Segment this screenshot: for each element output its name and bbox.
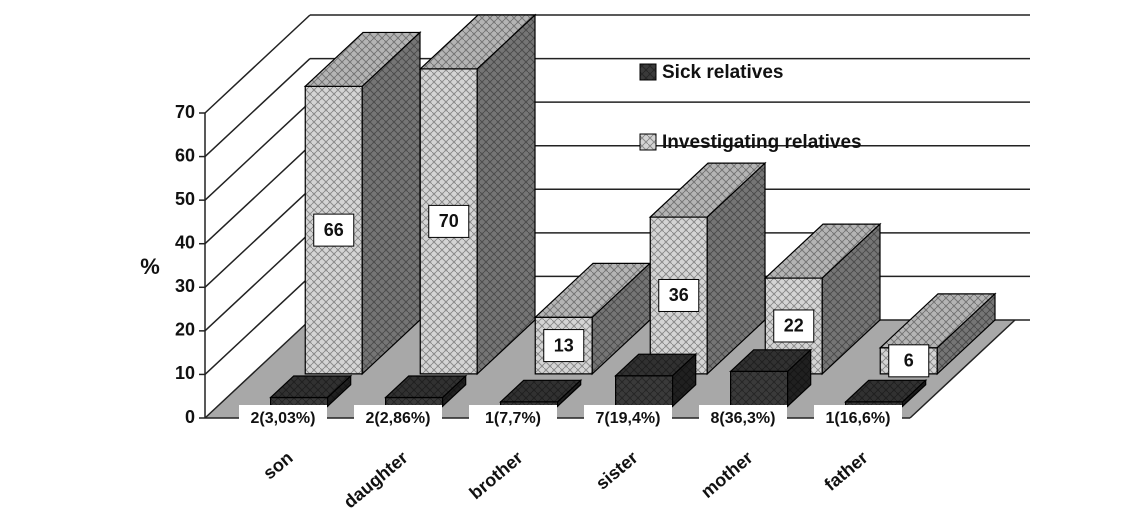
value-label: 2(3,03%) <box>251 410 316 427</box>
bar-top-texture <box>765 224 880 279</box>
grid-line <box>204 232 311 332</box>
bar-front-texture <box>270 397 328 407</box>
x-tick-label: mother <box>697 447 757 502</box>
value-label: 22 <box>784 316 804 336</box>
bar-front-texture <box>615 375 673 407</box>
bar-side-texture <box>672 354 696 407</box>
x-tick-label: brother <box>466 447 527 503</box>
x-tick-label: father <box>820 447 871 494</box>
y-tick-label: 70 <box>175 102 195 122</box>
x-tick-label: son <box>259 447 296 483</box>
value-label: 13 <box>554 335 574 355</box>
bar <box>418 13 537 376</box>
bar-side-texture <box>902 380 926 407</box>
y-axis-label: % <box>140 254 160 279</box>
value-label: 66 <box>324 220 344 240</box>
value-label: 70 <box>439 211 459 231</box>
x-tick-label: sister <box>592 447 642 493</box>
value-label: 1(7,7%) <box>485 410 541 427</box>
value-label-box <box>239 405 327 431</box>
bar-side-texture <box>592 263 650 374</box>
bar-top-texture <box>880 293 995 348</box>
bar-top-texture <box>420 15 535 69</box>
value-label-box <box>428 204 470 238</box>
value-label-box <box>814 405 902 431</box>
bar-top-texture <box>270 375 351 398</box>
value-label-box <box>773 309 815 343</box>
bar <box>303 31 422 376</box>
value-label-box <box>699 405 787 431</box>
bar-front-texture <box>385 397 443 407</box>
bar-top-texture <box>305 32 420 87</box>
grid-line <box>204 275 311 375</box>
bar-top-texture <box>615 354 696 376</box>
bar-top-texture <box>535 263 650 318</box>
bar <box>384 374 468 408</box>
grid-line <box>204 58 311 158</box>
value-label: 8(36,3%) <box>711 410 776 427</box>
bar <box>844 378 928 408</box>
value-label-box <box>469 405 557 431</box>
grid-line <box>204 145 311 245</box>
grid-line <box>204 101 311 201</box>
value-label: 36 <box>669 285 689 305</box>
legend-swatch-texture <box>640 64 656 80</box>
bar <box>269 374 353 408</box>
legend-swatch-texture <box>640 134 656 150</box>
bar-side-texture <box>707 163 765 374</box>
bar-side-texture <box>362 32 420 374</box>
bar-side-texture <box>557 380 581 407</box>
value-label: 7(19,4%) <box>596 410 661 427</box>
bar-side-texture <box>937 293 995 374</box>
bar-side-texture <box>442 375 466 407</box>
grid-line <box>204 14 311 114</box>
y-tick-label: 60 <box>175 145 195 165</box>
grid-line <box>204 188 311 288</box>
value-label-box <box>888 344 930 378</box>
legend-label: Investigating relatives <box>662 132 862 153</box>
value-label-box <box>543 329 585 363</box>
grid-line <box>204 319 311 419</box>
value-label-box <box>584 405 672 431</box>
bar-side-texture <box>787 349 811 407</box>
bar-top-texture <box>650 163 765 218</box>
bar-side-texture <box>327 375 351 407</box>
bar <box>614 352 698 408</box>
value-label: 6 <box>904 351 914 371</box>
y-tick-label: 40 <box>175 232 195 252</box>
bar-side-texture <box>477 15 535 374</box>
bar <box>729 348 813 408</box>
bar-front-texture <box>730 371 788 407</box>
y-tick-label: 50 <box>175 189 195 209</box>
bar-top-texture <box>845 380 926 402</box>
bar-side-texture <box>822 224 880 374</box>
value-label-box <box>658 278 700 312</box>
bar-top-texture <box>730 349 811 372</box>
y-tick-label: 20 <box>175 320 195 340</box>
value-label: 2(2,86%) <box>366 410 431 427</box>
floor-edge <box>909 319 1016 419</box>
legend-label: Sick relatives <box>662 62 783 83</box>
y-tick-label: 0 <box>185 407 195 427</box>
y-tick-label: 10 <box>175 363 195 383</box>
value-label-box <box>313 213 355 247</box>
value-label: 1(16,6%) <box>826 410 891 427</box>
x-tick-label: daughter <box>340 447 412 512</box>
bar-top-texture <box>385 375 466 398</box>
bar-top-texture <box>500 380 581 402</box>
value-label-box <box>354 405 442 431</box>
y-tick-label: 30 <box>175 276 195 296</box>
